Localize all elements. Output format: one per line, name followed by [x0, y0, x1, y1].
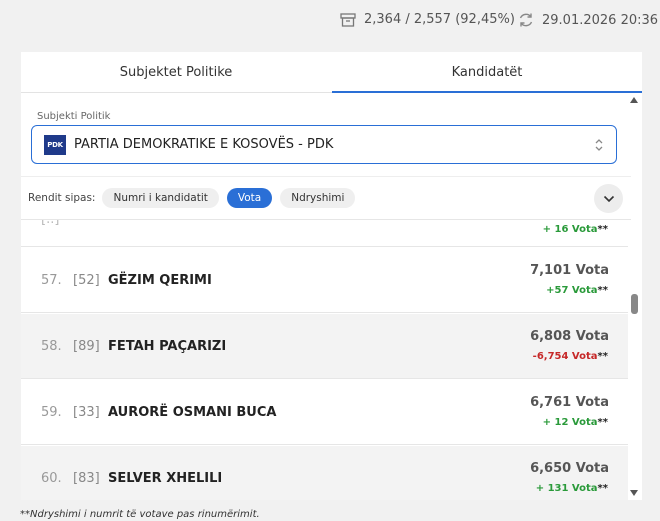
candidate-code: [83] [73, 471, 100, 486]
sort-by-number-button[interactable]: Numri i kandidatit [102, 188, 219, 208]
list-item[interactable]: 57. [52] GËZIM QERIMI 7,101 Vota +57 Vot… [21, 248, 628, 313]
candidate-change: + 16 Vota** [542, 224, 608, 235]
candidate-change: + 131 Vota** [535, 483, 608, 494]
chevron-up-down-icon [595, 139, 603, 151]
list-item[interactable]: 60. [83] SELVER XHELILI 6,650 Vota + 131… [21, 446, 628, 500]
scrollbar-thumb[interactable] [631, 294, 638, 314]
party-select-value: PARTIA DEMOKRATIKE E KOSOVËS - PDK [74, 137, 334, 152]
candidate-votes: 7,101 Vota [530, 263, 609, 278]
tab-political-subjects[interactable]: Subjektet Politike [119, 65, 233, 80]
counted-text: 2,364 / 2,557 (92,45%) [364, 12, 515, 27]
party-select[interactable]: PDK PARTIA DEMOKRATIKE E KOSOVËS - PDK [31, 125, 617, 164]
candidate-rank: 58. [41, 339, 62, 354]
scroll-down-arrow-icon[interactable] [630, 490, 638, 496]
list-item[interactable]: 58. [89] FETAH PAÇARIZI 6,808 Vota -6,75… [21, 314, 628, 379]
footnote: **Ndryshimi i numrit të votave pas rinum… [20, 509, 260, 520]
candidate-votes: 6,808 Vota [530, 329, 609, 344]
sort-by-change-button[interactable]: Ndryshimi [280, 188, 356, 208]
expand-button[interactable] [594, 184, 623, 213]
candidate-rank: 57. [41, 273, 62, 288]
tab-candidates[interactable]: Kandidatët [451, 65, 523, 80]
candidate-rank-partial: [..] [41, 220, 59, 227]
tab-bar: Subjektet Politike Kandidatët [21, 52, 642, 93]
sort-bar: Rendit sipas: Numri i kandidatit Vota Nd… [21, 176, 631, 220]
updated-text: 29.01.2026 20:36 [542, 12, 659, 28]
candidate-name: SELVER XHELILI [108, 471, 223, 486]
candidate-name: GËZIM QERIMI [108, 273, 212, 288]
scroll-up-arrow-icon[interactable] [630, 97, 638, 103]
candidate-change: +57 Vota** [546, 285, 608, 296]
last-updated[interactable]: 29.01.2026 20:36 [518, 12, 658, 28]
chevron-down-icon [603, 195, 614, 202]
archive-icon [340, 12, 356, 27]
list-item[interactable]: [..] + 16 Vota** [21, 220, 628, 247]
candidate-rank: 60. [41, 471, 62, 486]
sort-label: Rendit sipas: [28, 192, 96, 204]
candidate-votes: 6,761 Vota [530, 395, 609, 410]
candidate-list[interactable]: [..] + 16 Vota** 57. [52] GËZIM QERIMI 7… [21, 220, 628, 500]
status-bar: 2,364 / 2,557 (92,45%) 29.01.2026 20:36 [0, 0, 660, 42]
candidate-name: AURORË OSMANI BUCA [108, 405, 277, 420]
sort-by-votes-button[interactable]: Vota [226, 188, 273, 208]
candidate-change: + 12 Vota** [542, 417, 608, 428]
results-panel: Subjektet Politike Kandidatët Subjekti P… [21, 52, 642, 500]
candidate-change: -6,754 Vota** [532, 351, 608, 362]
counted-stations: 2,364 / 2,557 (92,45%) [340, 12, 515, 27]
candidate-code: [33] [73, 405, 100, 420]
active-tab-indicator [332, 91, 642, 93]
candidate-code: [52] [73, 273, 100, 288]
candidate-rank: 59. [41, 405, 62, 420]
candidate-votes: 6,650 Vota [530, 461, 609, 476]
candidate-code: [89] [73, 339, 100, 354]
refresh-icon[interactable] [518, 12, 534, 28]
party-select-label: Subjekti Politik [37, 111, 111, 122]
party-logo: PDK [44, 134, 66, 155]
candidate-name: FETAH PAÇARIZI [108, 339, 227, 354]
list-item[interactable]: 59. [33] AURORË OSMANI BUCA 6,761 Vota +… [21, 380, 628, 445]
scrollbar[interactable] [628, 95, 640, 500]
